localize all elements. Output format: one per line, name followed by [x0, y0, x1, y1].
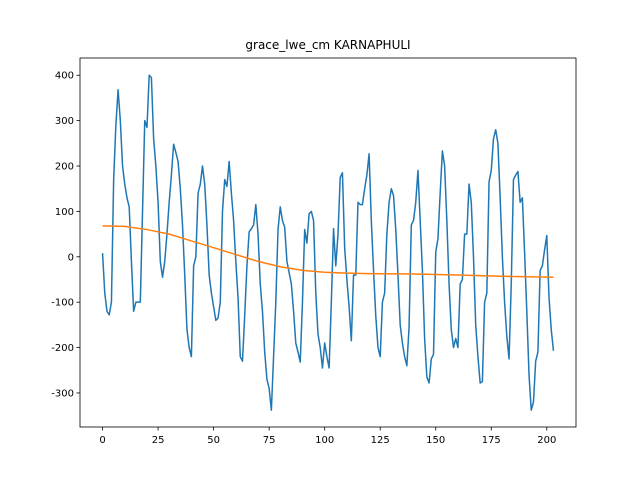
y-tick-label: 400: [55, 71, 74, 82]
y-tick-label: 0: [68, 252, 74, 263]
x-tick-label: 150: [426, 435, 445, 446]
x-tick-label: 200: [537, 435, 556, 446]
axes-frame: [79, 57, 577, 428]
y-tick-label: 200: [55, 162, 74, 173]
y-tick-label: -200: [51, 343, 74, 354]
data-line: [101, 74, 555, 411]
x-tick-label: 100: [315, 435, 334, 446]
chart-title: grace_lwe_cm KARNAPHULI: [245, 38, 410, 52]
y-tick-label: -100: [51, 298, 74, 309]
y-tick-label: 300: [55, 116, 74, 127]
x-tick-label: 75: [263, 435, 276, 446]
x-tick-label: 0: [99, 435, 105, 446]
y-tick-label: 100: [55, 207, 74, 218]
x-tick-label: 50: [207, 435, 220, 446]
y-tick-label: -300: [51, 388, 74, 399]
x-tick-label: 125: [371, 435, 390, 446]
data-line: [102, 225, 554, 278]
x-tick-label: 25: [152, 435, 165, 446]
x-tick-label: 175: [482, 435, 501, 446]
